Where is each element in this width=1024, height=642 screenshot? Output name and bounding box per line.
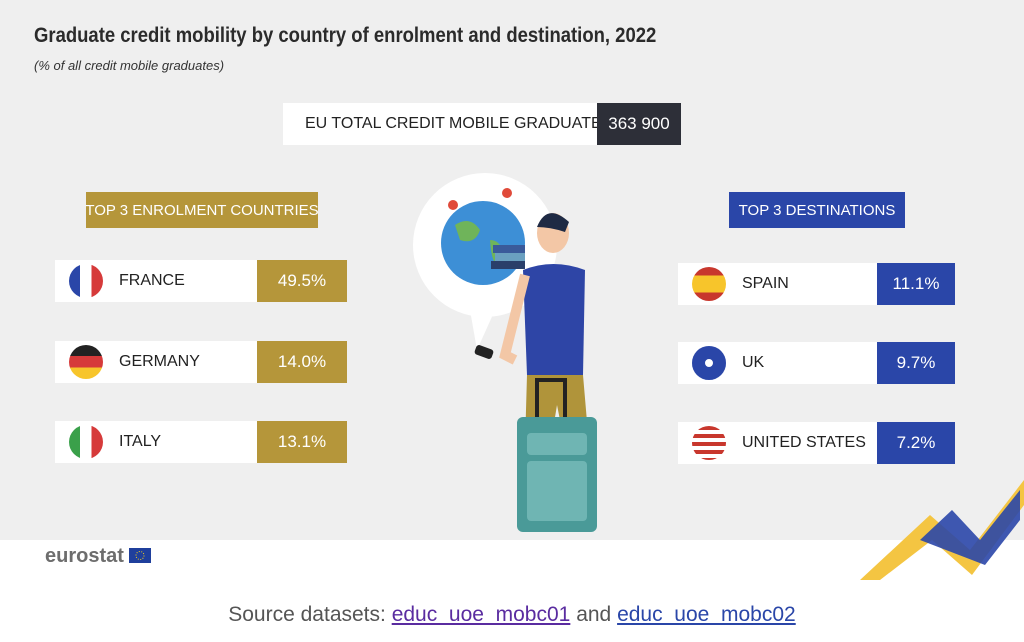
country-value: 7.2% — [877, 422, 955, 464]
flag — [69, 264, 103, 298]
source-link[interactable]: educ_uoe_mobc02 — [617, 603, 796, 626]
decoration — [860, 480, 1024, 580]
country-value: 9.7% — [877, 342, 955, 384]
source-joiner: and — [576, 603, 612, 626]
illustration — [413, 173, 597, 532]
flag — [69, 425, 103, 459]
source-prefix: Source datasets: — [228, 603, 386, 626]
country-row: FRANCE — [55, 260, 257, 302]
country-name: ITALY — [119, 433, 162, 450]
country-row: SPAIN — [678, 263, 877, 305]
country-name: FRANCE — [119, 272, 185, 289]
source-link[interactable]: educ_uoe_mobc01 — [391, 603, 571, 626]
flag — [692, 426, 726, 460]
logo: eurostat — [45, 545, 152, 568]
title: Graduate credit mobility by country of e… — [34, 24, 657, 47]
country-value: 14.0% — [257, 341, 347, 383]
logo-flag — [129, 548, 152, 563]
subtitle: (% of all credit mobile graduates) — [34, 58, 225, 73]
country-row: UK — [678, 342, 877, 384]
flag — [692, 346, 726, 380]
country-value: 49.5% — [257, 260, 347, 302]
eu-total-value: 363 900 — [597, 103, 681, 145]
eu-total-label: EU TOTAL CREDIT MOBILE GRADUATES — [305, 115, 613, 132]
source: Source datasets: educ_uoe_mobc01 and edu… — [0, 603, 1024, 627]
eu-total-box: EU TOTAL CREDIT MOBILE GRADUATES — [283, 103, 612, 145]
country-value: 13.1% — [257, 421, 347, 463]
country-value: 11.1% — [877, 263, 955, 305]
flag — [69, 345, 103, 379]
flag — [692, 267, 726, 301]
destinations-heading: TOP 3 DESTINATIONS — [729, 192, 905, 228]
country-name: UK — [742, 354, 765, 371]
logo-text: eurostat — [45, 545, 124, 567]
country-name: GERMANY — [119, 353, 200, 370]
country-row: UNITED STATES — [678, 422, 877, 464]
enrolment-heading: TOP 3 ENROLMENT COUNTRIES — [85, 192, 319, 228]
country-row: GERMANY — [55, 341, 257, 383]
country-name: UNITED STATES — [742, 434, 866, 451]
country-row: ITALY — [55, 421, 257, 463]
country-name: SPAIN — [742, 275, 789, 292]
